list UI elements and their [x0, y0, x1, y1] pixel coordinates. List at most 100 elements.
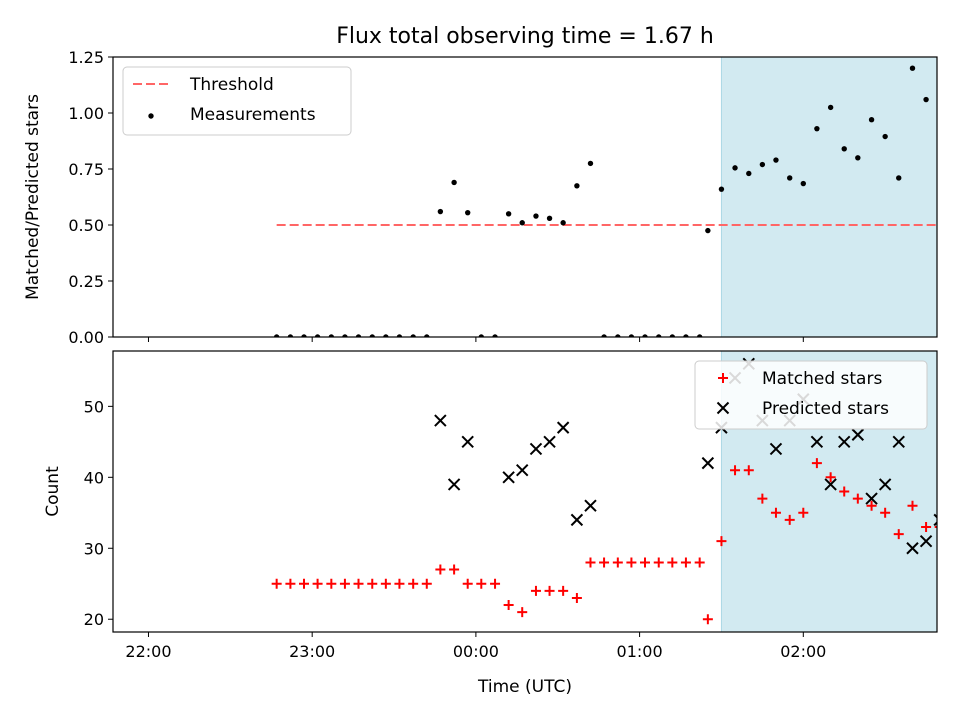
- y-tick-label: 50: [84, 397, 104, 416]
- x-tick-label: 02:00: [780, 642, 826, 661]
- data-point: [461, 435, 474, 449]
- data-point: [702, 614, 713, 625]
- data-point: [492, 334, 498, 337]
- y-tick-label: 40: [84, 468, 104, 487]
- data-point: [367, 578, 378, 589]
- data-point: [476, 578, 487, 589]
- data-point: [584, 499, 597, 512]
- data-point: [326, 578, 337, 589]
- data-point: [380, 578, 391, 589]
- data-point: [798, 507, 809, 518]
- observing-window-shade: [721, 57, 937, 337]
- axes-frame: [112, 56, 938, 338]
- chart-title: Flux total observing time = 1.67 h: [336, 24, 714, 49]
- data-point: [271, 578, 282, 589]
- legend-label: Measurements: [190, 105, 316, 125]
- data-point: [408, 578, 419, 589]
- data-point: [669, 334, 676, 337]
- data-point: [906, 542, 919, 555]
- data-point: [505, 211, 512, 217]
- data-point: [421, 578, 432, 589]
- data-point: [839, 486, 850, 497]
- data-point: [273, 334, 280, 337]
- y-tick-label: 1.25: [68, 48, 104, 67]
- data-point: [773, 157, 779, 163]
- data-point: [339, 578, 350, 589]
- data-point: [865, 492, 878, 505]
- data-point: [544, 585, 555, 596]
- data-point: [827, 104, 834, 111]
- legend-marker-plus: [718, 373, 728, 383]
- data-point: [923, 96, 929, 103]
- data-point: [718, 186, 725, 192]
- data-point: [716, 536, 727, 547]
- data-point: [298, 578, 309, 589]
- data-point: [560, 220, 566, 226]
- x-tick-label: 22:00: [125, 642, 171, 661]
- data-point: [394, 578, 405, 589]
- series-measurements: [273, 65, 937, 337]
- data-point: [587, 160, 594, 167]
- y-tick-label: 20: [84, 610, 104, 629]
- data-point: [800, 180, 807, 187]
- data-point: [787, 175, 793, 181]
- legend-label: Threshold: [189, 75, 274, 95]
- data-point: [784, 514, 795, 525]
- data-point: [556, 421, 570, 434]
- data-point: [838, 435, 851, 449]
- data-point: [533, 213, 539, 219]
- data-point: [770, 507, 781, 518]
- data-point: [478, 334, 484, 337]
- data-point: [546, 215, 553, 221]
- data-point: [342, 334, 348, 337]
- plot-panels: 0.00 0.25 0.50 0.75 1.00 1.25 Matched/Predicte…: [23, 48, 959, 661]
- data-point: [529, 442, 543, 456]
- data-point: [936, 120, 937, 122]
- data-point: [878, 478, 892, 491]
- data-point: [896, 175, 902, 181]
- panel-2: 22:00 23:00 00:00 01:00 02:00 20 30 40 50 Count Ma…: [43, 350, 959, 661]
- data-point: [517, 607, 528, 618]
- data-point: [312, 578, 323, 589]
- data-point: [743, 465, 754, 476]
- data-point: [516, 464, 529, 477]
- data-point: [570, 513, 584, 527]
- series-matched-stars: [271, 458, 958, 625]
- data-point: [757, 493, 768, 504]
- data-point: [948, 514, 959, 525]
- y-tick-label: 0.00: [68, 328, 104, 347]
- y-tick-label: 30: [84, 539, 104, 558]
- panel-1: 0.00 0.25 0.50 0.75 1.00 1.25 Matched/Predicte…: [23, 48, 938, 347]
- data-point: [435, 564, 446, 575]
- data-point: [824, 478, 837, 491]
- data-point: [882, 133, 888, 140]
- data-point: [424, 334, 430, 337]
- data-point: [948, 550, 958, 560]
- data-point: [880, 507, 891, 518]
- data-point: [328, 334, 335, 337]
- data-point: [558, 585, 569, 596]
- legend-marker-x: [716, 401, 730, 415]
- data-point: [893, 529, 904, 540]
- data-point: [451, 179, 457, 186]
- data-point: [855, 155, 861, 161]
- data-point: [503, 600, 514, 611]
- data-point: [465, 209, 471, 216]
- legend: Matched stars Predicted stars: [694, 360, 928, 430]
- data-point: [825, 472, 836, 483]
- data-point: [447, 478, 461, 491]
- data-point: [396, 334, 403, 337]
- data-point: [434, 414, 447, 427]
- data-point: [585, 557, 596, 568]
- data-point: [841, 146, 847, 152]
- legend-label: Matched stars: [762, 369, 882, 389]
- data-point: [628, 334, 635, 337]
- data-point: [852, 493, 863, 504]
- data-point: [615, 334, 621, 337]
- y-tick-label: 0.75: [68, 160, 104, 179]
- data-point: [868, 117, 875, 123]
- data-point: [410, 334, 416, 337]
- data-point: [810, 435, 824, 449]
- data-point: [383, 334, 389, 337]
